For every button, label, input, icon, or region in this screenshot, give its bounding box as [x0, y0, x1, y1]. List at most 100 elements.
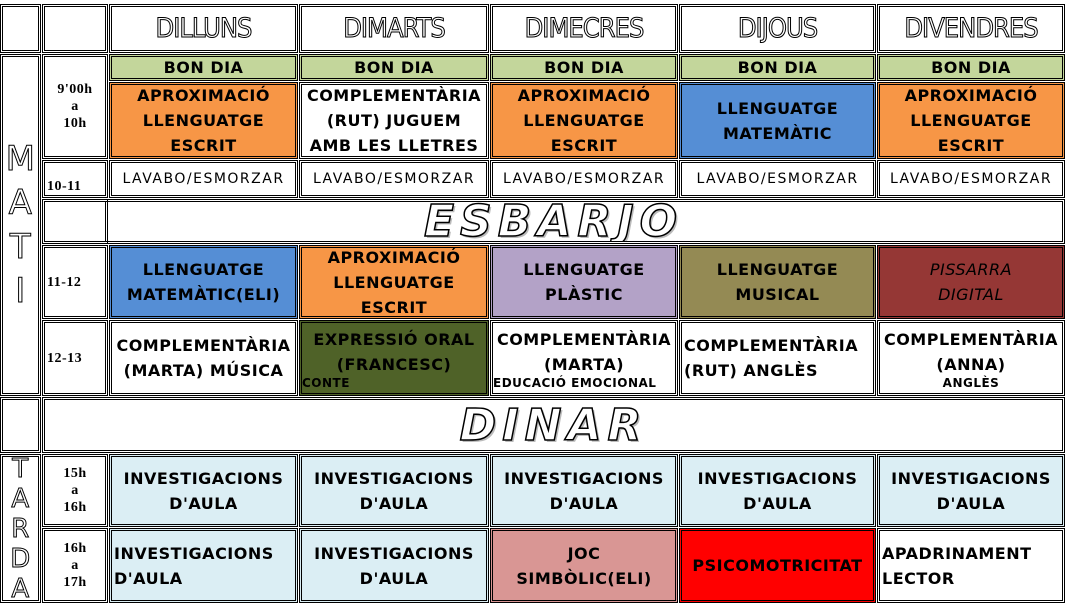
activity-cell-label: JOC SIMBÒLIC(ELI)	[516, 543, 652, 588]
activity-cell-label: COMPLEMENTÀRIA (MARTA)	[496, 329, 672, 374]
activity-cell-label: LLENGUATGE MATEMÀTIC	[716, 98, 839, 143]
time-slot-label: 16h a 17h	[63, 541, 87, 590]
afternoon-label: T A R D A	[0, 454, 41, 603]
activity-cell: LAVABO/ESMORZAR	[109, 160, 298, 198]
activity-cell: BON DIA	[679, 54, 876, 81]
activity-cell-label: BON DIA	[931, 58, 1011, 77]
break-banner-label: ESBARJO	[423, 199, 683, 244]
activity-cell-label: INVESTIGACIONS D'AULA	[123, 468, 284, 513]
activity-cell: LAVABO/ESMORZAR	[299, 160, 489, 198]
activity-cell-label: COMPLEMENTÀRIA (ANNA)	[883, 329, 1059, 374]
activity-cell-label: LLENGUATGE MUSICAL	[716, 260, 839, 304]
morning-label-label: M A T I	[5, 139, 36, 312]
activity-cell-label: BON DIA	[163, 58, 244, 77]
activity-cell-label: LLENGUATGE MATEMÀTIC(ELI)	[126, 260, 281, 304]
activity-cell-label: BON DIA	[544, 58, 624, 77]
activity-cell-label: LAVABO/ESMORZAR	[889, 170, 1053, 187]
activity-cell: BON DIA	[109, 54, 298, 81]
afternoon-label-label: T A R D A	[10, 454, 31, 603]
activity-cell-label: INVESTIGACIONS D'AULA	[314, 468, 474, 513]
day-header: DIVENDRES	[877, 4, 1065, 53]
activity-cell: COMPLEMENTÀRIA (MARTA) EDUCACIÓ EMOCIONAL	[490, 320, 678, 396]
activity-cell: LLENGUATGE MATEMÀTIC(ELI)	[109, 245, 298, 319]
activity-cell: LLENGUATGE PLÀSTIC	[490, 245, 678, 319]
day-header-label: DIJOUS	[737, 13, 818, 44]
break-banner: ESBARJO	[42, 199, 1065, 244]
day-header: DIJOUS	[679, 4, 876, 53]
activity-cell-label: LAVABO/ESMORZAR	[312, 170, 476, 187]
activity-cell: INVESTIGACIONS D'AULA	[490, 454, 678, 527]
activity-cell: INVESTIGACIONS D'AULA	[877, 454, 1065, 527]
activity-cell-label: COMPLEMENTÀRIA (MARTA) MÚSICA	[116, 336, 291, 380]
activity-cell-label: LAVABO/ESMORZAR	[122, 170, 285, 187]
time-slot: 16h a 17h	[42, 528, 108, 603]
activity-cell-label: LLENGUATGE PLÀSTIC	[523, 260, 645, 304]
time-slot-label: 15h a 16h	[63, 466, 87, 515]
day-header-label: DIMARTS	[343, 13, 447, 44]
activity-cell: LAVABO/ESMORZAR	[490, 160, 678, 198]
activity-subtitle: ANGLÈS	[942, 375, 1000, 390]
activity-cell: INVESTIGACIONS D'AULA	[109, 528, 298, 603]
activity-cell-label: PSICOMOTRICITAT	[692, 556, 863, 575]
activity-cell-label: LAVABO/ESMORZAR	[696, 170, 859, 187]
corner-cell	[0, 4, 41, 53]
activity-cell-label: APROXIMACIÓ LLENGUATGE ESCRIT	[904, 86, 1038, 155]
activity-cell: LLENGUATGE MATEMÀTIC	[679, 82, 876, 159]
time-header-cell	[42, 4, 108, 53]
activity-cell-label: APROXIMACIÓ LLENGUATGE ESCRIT	[517, 86, 651, 155]
activity-cell: APROXIMACIÓ LLENGUATGE ESCRIT	[109, 82, 298, 159]
activity-cell: LAVABO/ESMORZAR	[877, 160, 1065, 198]
lunch-banner: DINAR	[42, 397, 1065, 453]
activity-cell-label: BON DIA	[354, 58, 434, 77]
day-header-label: DIMECRES	[524, 13, 645, 44]
day-header: DIMARTS	[299, 4, 489, 53]
lunch-banner-label: DINAR	[459, 399, 648, 451]
activity-cell: APADRINAMENT LECTOR	[877, 528, 1065, 603]
day-header-label: DILLUNS	[155, 13, 253, 44]
activity-cell-label: INVESTIGACIONS D'AULA	[114, 543, 274, 588]
time-slot-label: 11-12	[47, 274, 82, 290]
activity-subtitle: CONTE	[302, 375, 350, 390]
activity-cell: APROXIMACIÓ LLENGUATGE ESCRIT	[490, 82, 678, 159]
activity-cell: JOC SIMBÒLIC(ELI)	[490, 528, 678, 603]
time-slot: 12-13	[42, 320, 108, 396]
activity-cell: BON DIA	[877, 54, 1065, 81]
time-slot: 11-12	[42, 245, 108, 319]
activity-cell-label: INVESTIGACIONS D'AULA	[314, 543, 474, 588]
activity-cell: PISSARRA DIGITAL	[877, 245, 1065, 319]
day-header-label: DIVENDRES	[904, 13, 1039, 44]
activity-cell-label: LAVABO/ESMORZAR	[502, 170, 666, 187]
activity-cell: APROXIMACIÓ LLENGUATGE ESCRIT	[877, 82, 1065, 159]
time-slot-label: 9'00h a 10h	[57, 82, 93, 131]
time-slot-label: 12-13	[47, 350, 83, 366]
activity-cell-label: APADRINAMENT LECTOR	[882, 543, 1032, 588]
morning-label: M A T I	[0, 54, 41, 396]
activity-cell: COMPLEMENTÀRIA (RUT) JUGUEM AMB LES LLET…	[299, 82, 489, 159]
activity-cell: INVESTIGACIONS D'AULA	[109, 454, 298, 527]
lunch-side-cell	[0, 397, 41, 453]
activity-cell: COMPLEMENTÀRIA (ANNA) ANGLÈS	[877, 320, 1065, 396]
activity-cell: LAVABO/ESMORZAR	[679, 160, 876, 198]
day-header: DILLUNS	[109, 4, 298, 53]
activity-cell: PSICOMOTRICITAT	[679, 528, 876, 603]
activity-cell: BON DIA	[490, 54, 678, 81]
time-slot: 9'00h a 10h	[42, 54, 108, 159]
activity-cell-label: INVESTIGACIONS D'AULA	[891, 468, 1051, 513]
activity-cell-label: INVESTIGACIONS D'AULA	[697, 468, 858, 513]
activity-cell: BON DIA	[299, 54, 489, 81]
activity-cell-label: COMPLEMENTÀRIA (RUT) ANGLÈS	[684, 336, 859, 380]
time-slot: 10-11	[42, 160, 108, 198]
activity-cell: INVESTIGACIONS D'AULA	[299, 528, 489, 603]
activity-cell-label: APROXIMACIÓ LLENGUATGE ESCRIT	[137, 86, 270, 155]
timetable: DILLUNS DIMARTS DIMECRES DIJOUS DIVENDRES M A…	[0, 4, 1066, 604]
activity-cell-label: COMPLEMENTÀRIA (RUT) JUGUEM AMB LES LLET…	[306, 86, 482, 155]
activity-cell-label: EXPRESSIÓ ORAL (FRANCESC)	[313, 329, 475, 374]
activity-cell-label: BON DIA	[737, 58, 818, 77]
activity-cell: COMPLEMENTÀRIA (RUT) ANGLÈS	[679, 320, 876, 396]
activity-cell: COMPLEMENTÀRIA (MARTA) MÚSICA	[109, 320, 298, 396]
activity-cell: INVESTIGACIONS D'AULA	[299, 454, 489, 527]
day-header: DIMECRES	[490, 4, 678, 53]
activity-cell: LLENGUATGE MUSICAL	[679, 245, 876, 319]
time-slot-label: 10-11	[47, 179, 82, 194]
activity-cell-label: APROXIMACIÓ LLENGUATGE ESCRIT	[327, 247, 461, 317]
